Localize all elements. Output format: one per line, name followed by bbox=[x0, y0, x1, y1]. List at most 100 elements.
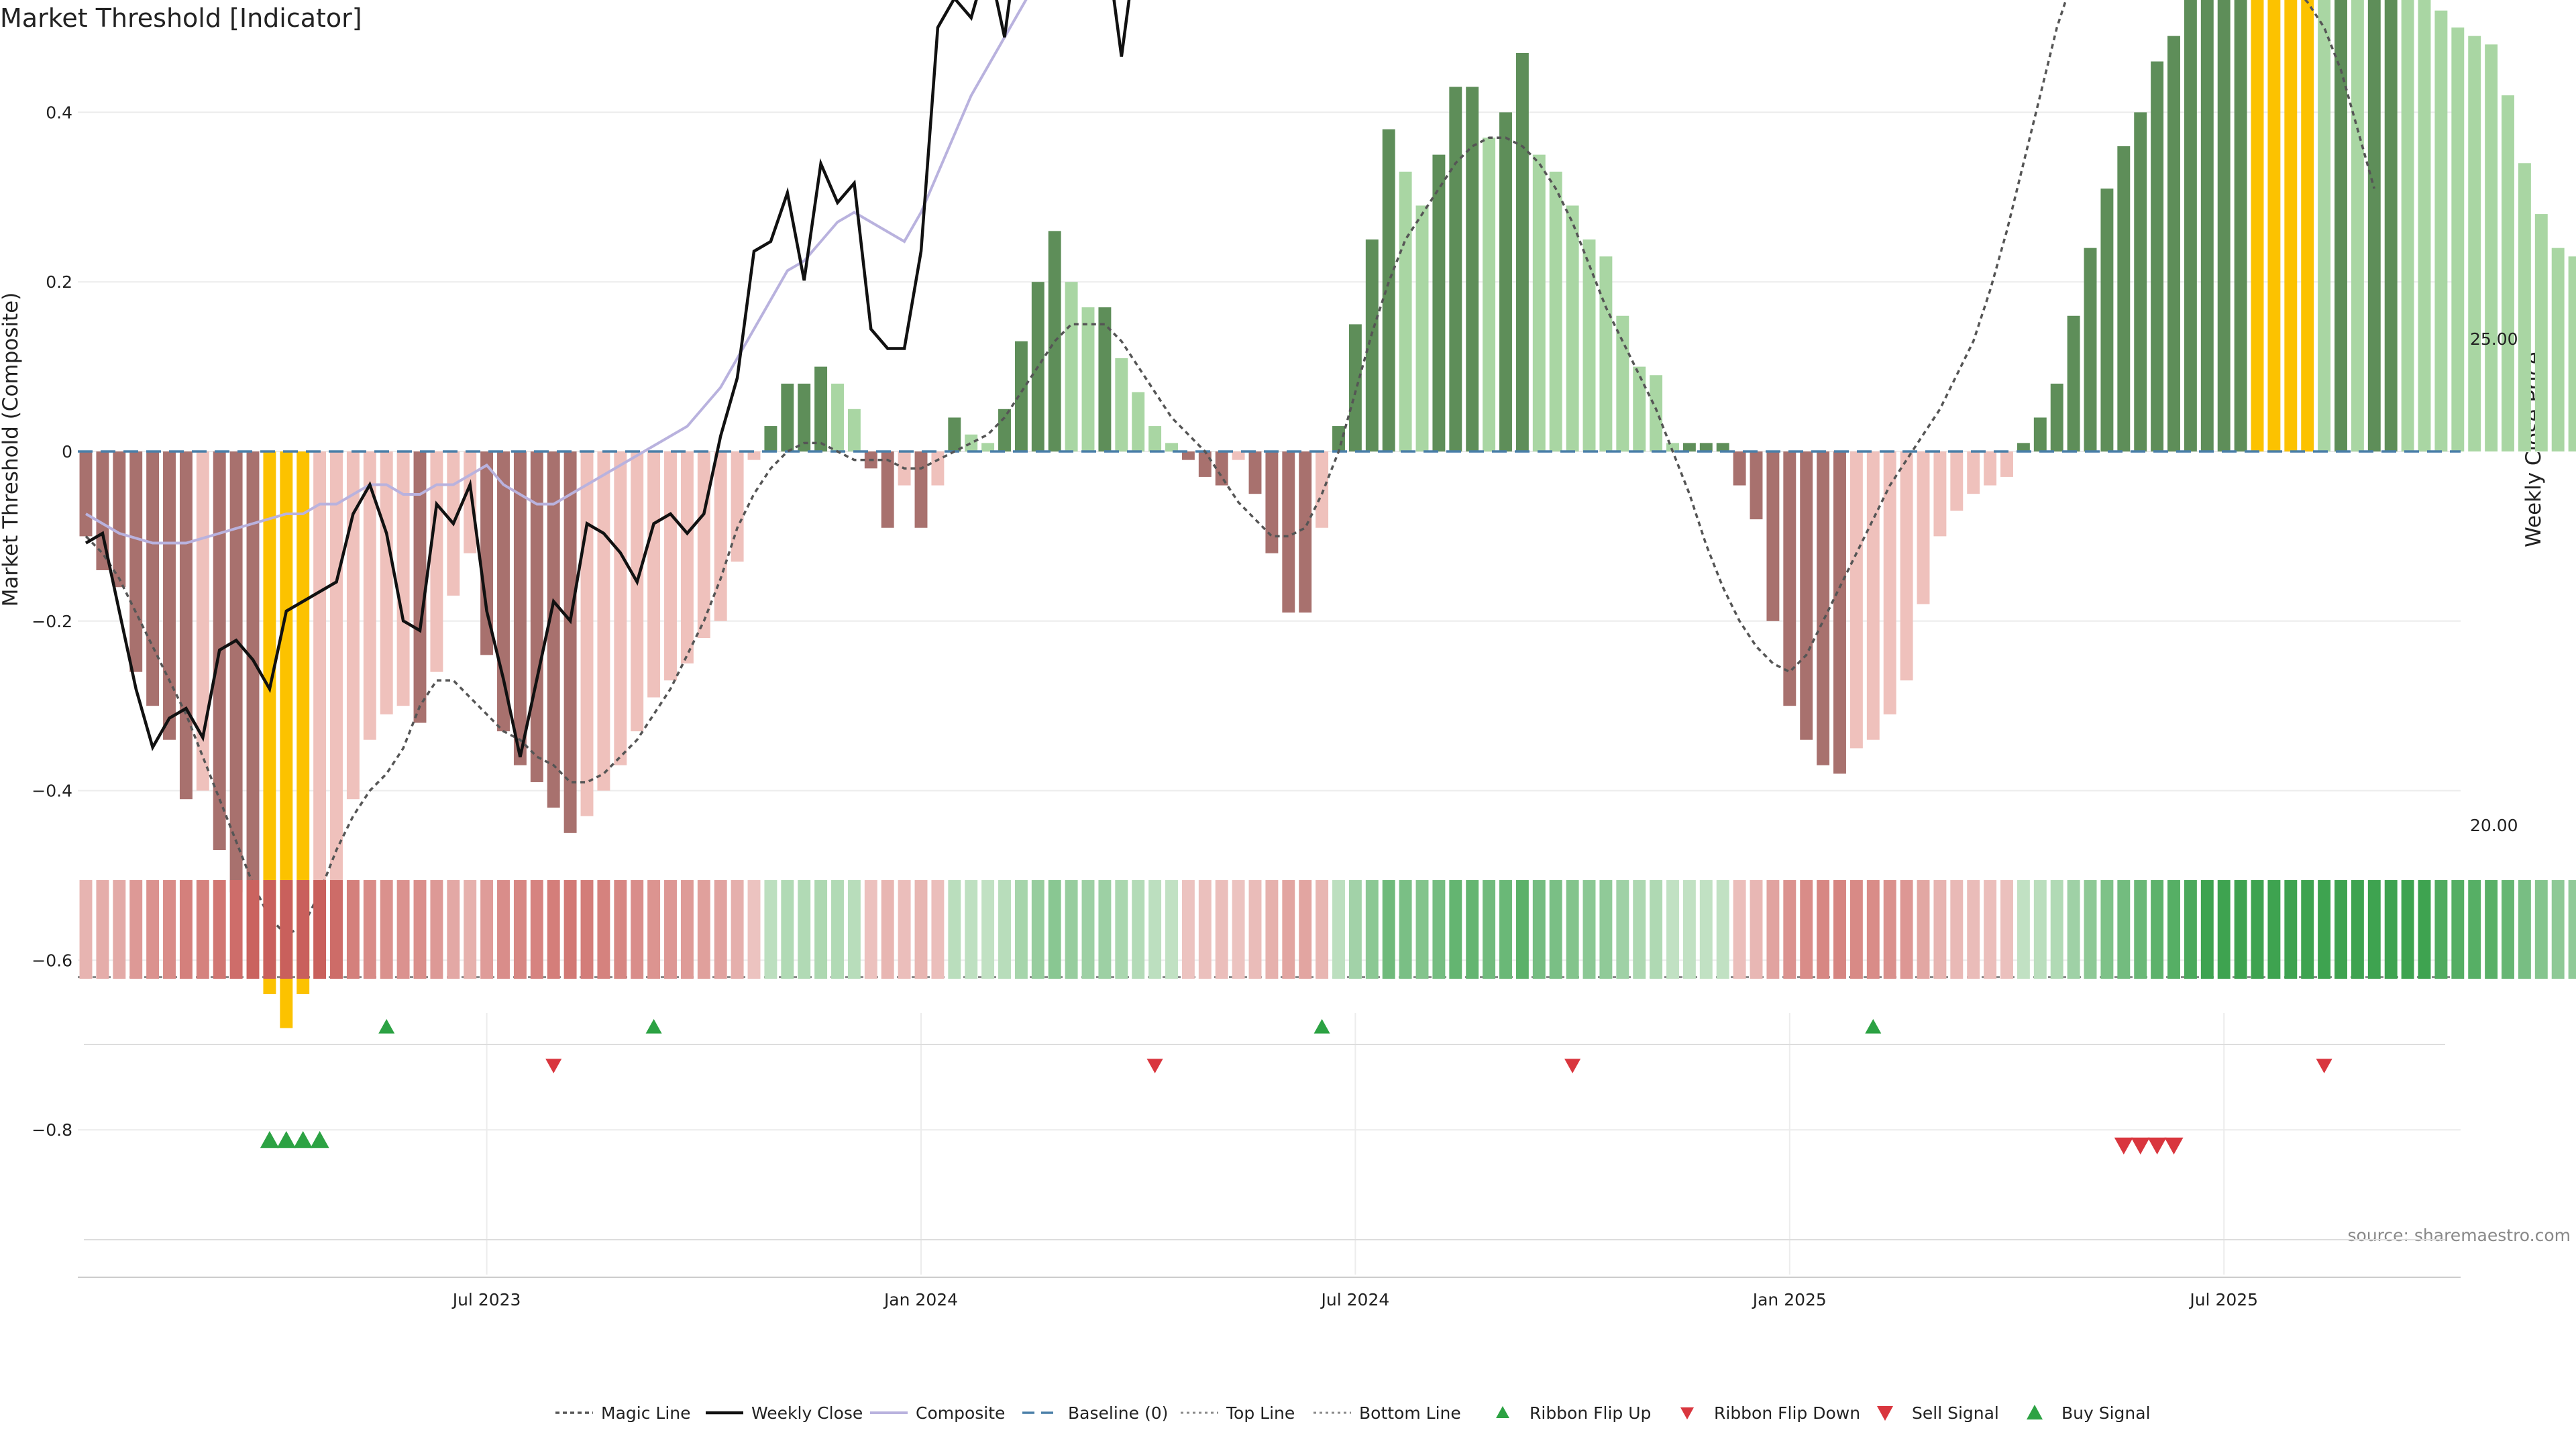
composite-bar bbox=[747, 451, 761, 460]
ribbon-cell bbox=[2551, 880, 2565, 979]
y2-tick-label: 25.00 bbox=[2470, 329, 2518, 349]
legend-item-buy: Buy Signal bbox=[2027, 1403, 2151, 1423]
composite-bar bbox=[1817, 451, 1830, 765]
composite-bar bbox=[1332, 426, 1345, 451]
ribbon-cell bbox=[497, 880, 510, 979]
ribbon-cell bbox=[146, 880, 160, 979]
y-tick-label: −0.8 bbox=[32, 1120, 72, 1140]
legend-label-flipup: Ribbon Flip Up bbox=[1529, 1403, 1651, 1423]
composite-bar bbox=[1633, 366, 1646, 451]
composite-bar bbox=[2017, 443, 2030, 451]
ribbon-cell bbox=[280, 880, 293, 979]
composite-bar bbox=[2084, 248, 2097, 451]
ribbon-cell bbox=[1950, 880, 1964, 979]
composite-bar bbox=[1666, 443, 1679, 451]
composite-bar bbox=[1933, 451, 1947, 537]
legend-label-baseline: Baseline (0) bbox=[1068, 1403, 1168, 1423]
ribbon-cell bbox=[447, 880, 460, 979]
chart-title: Market Threshold [Indicator] bbox=[0, 3, 362, 33]
ribbon-cell bbox=[179, 880, 193, 979]
ribbon-cell bbox=[413, 880, 427, 979]
y-tick-label: −0.4 bbox=[32, 782, 72, 801]
composite-bar bbox=[79, 451, 93, 537]
composite-bar bbox=[1048, 231, 1061, 451]
x-tick-label: Jul 2023 bbox=[451, 1290, 521, 1309]
composite-bar bbox=[847, 409, 861, 451]
legend-item-flipup: Ribbon Flip Up bbox=[1496, 1403, 1651, 1423]
y-tick-label: 0.2 bbox=[46, 272, 72, 292]
composite-bar bbox=[1699, 443, 1713, 451]
ribbon-cell bbox=[1633, 880, 1646, 979]
ribbon-cell bbox=[129, 880, 143, 979]
ribbon-cell bbox=[363, 880, 376, 979]
legend-swatch-sell bbox=[1877, 1406, 1893, 1421]
ribbon-cell bbox=[1031, 880, 1044, 979]
ribbon-cell bbox=[1967, 880, 1980, 979]
magic-line bbox=[85, 0, 2375, 936]
ribbon-cell bbox=[1132, 880, 1145, 979]
composite-bar bbox=[2434, 10, 2448, 452]
ribbon-cell bbox=[1817, 880, 1830, 979]
ribbon-cell bbox=[998, 880, 1011, 979]
composite-bar bbox=[1483, 138, 1496, 451]
composite-bar bbox=[1065, 282, 1078, 451]
composite-bar bbox=[1532, 154, 1546, 451]
ribbon-cell bbox=[380, 880, 393, 979]
composite-bar bbox=[464, 451, 477, 553]
ribbon-cell bbox=[1115, 880, 1128, 979]
composite-bar bbox=[1950, 451, 1964, 511]
composite-bar bbox=[2534, 214, 2548, 451]
composite-bar bbox=[2151, 61, 2164, 451]
composite-bar bbox=[2067, 315, 2080, 451]
composite-bar bbox=[1984, 451, 1997, 486]
ribbon-cell bbox=[1733, 880, 1746, 979]
ribbon-cell bbox=[1282, 880, 1295, 979]
y-tick-label: 0 bbox=[62, 442, 72, 462]
legend-swatch-buy bbox=[2027, 1405, 2043, 1419]
composite-bar bbox=[814, 366, 828, 451]
ribbon-cell bbox=[2117, 880, 2131, 979]
composite-bar bbox=[96, 451, 109, 570]
composite-bar bbox=[1399, 171, 1412, 451]
composite-bar bbox=[129, 451, 143, 672]
ribbon-cell bbox=[2367, 880, 2381, 979]
ribbon-cell bbox=[1532, 880, 1546, 979]
composite-bar bbox=[2301, 0, 2314, 451]
composite-bar bbox=[798, 383, 811, 451]
ribbon-cell bbox=[764, 880, 777, 979]
legend-label-close: Weekly Close bbox=[751, 1403, 863, 1423]
ribbon-cell bbox=[2100, 880, 2114, 979]
ribbon-cell bbox=[346, 880, 360, 979]
ribbon-cell bbox=[2067, 880, 2080, 979]
x-tick-label: Jan 2025 bbox=[1752, 1290, 1827, 1309]
composite-bar bbox=[2468, 36, 2481, 451]
weekly-close-line bbox=[85, 0, 1131, 757]
ribbon-cell bbox=[2151, 880, 2164, 979]
ribbon-cell bbox=[781, 880, 794, 979]
ribbon-flip-down-marker bbox=[1564, 1059, 1581, 1073]
ribbon-cell bbox=[2451, 880, 2465, 979]
ribbon-cell bbox=[1065, 880, 1078, 979]
composite-bar bbox=[1365, 239, 1379, 451]
ribbon-cell bbox=[664, 880, 677, 979]
composite-bar bbox=[146, 451, 160, 706]
ribbon-cell bbox=[2334, 880, 2347, 979]
ribbon-cell bbox=[864, 880, 877, 979]
ribbon-cell bbox=[881, 880, 894, 979]
ribbon-cell bbox=[714, 880, 727, 979]
ribbon-cell bbox=[2251, 880, 2264, 979]
composite-bar bbox=[981, 443, 995, 451]
ribbon-cell bbox=[163, 880, 176, 979]
ribbon-cell bbox=[1582, 880, 1596, 979]
composite-bar bbox=[1682, 443, 1696, 451]
ribbon-cell bbox=[2000, 880, 2013, 979]
composite-bar bbox=[313, 451, 327, 961]
composite-bar bbox=[1716, 443, 1729, 451]
legend-label-sell: Sell Signal bbox=[1912, 1403, 1999, 1423]
composite-bar bbox=[2167, 36, 2180, 451]
legend-label-flipdown: Ribbon Flip Down bbox=[1714, 1403, 1860, 1423]
ribbon-cell bbox=[697, 880, 710, 979]
ribbon-cell bbox=[1332, 880, 1345, 979]
ribbon-cell bbox=[1800, 880, 1813, 979]
buy-signal-marker bbox=[260, 1131, 279, 1148]
